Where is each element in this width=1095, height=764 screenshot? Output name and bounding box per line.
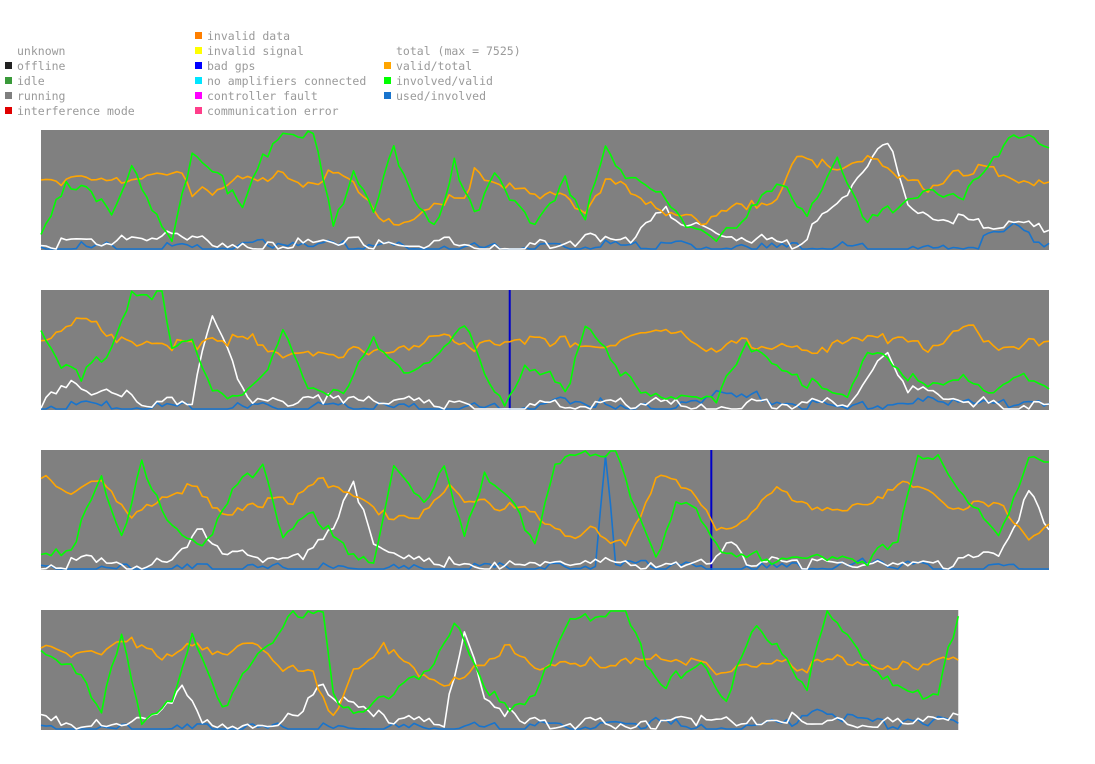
total-line	[40, 631, 959, 730]
legend-item-unknown: unknown	[5, 44, 65, 59]
legend-swatch-controller-fault	[195, 92, 202, 99]
legend-item-offline: offline	[5, 59, 65, 74]
legend-swatch-total	[384, 47, 391, 54]
legend-label: invalid data	[207, 29, 291, 43]
running-status-band	[41, 130, 1049, 250]
legend-swatch-interference	[5, 107, 12, 114]
legend-swatch-no-amplifiers	[195, 77, 202, 84]
valid-total-line	[40, 636, 959, 717]
legend-label: running	[17, 89, 66, 103]
legend-label: unknown	[17, 44, 66, 58]
chart-panel-4	[40, 610, 960, 730]
legend-item-valid-total: valid/total	[384, 59, 472, 74]
chart-panel-2	[40, 290, 1050, 410]
legend-swatch-communication-error	[195, 107, 202, 114]
legend-label: idle	[17, 74, 45, 88]
legend-swatch-running	[5, 92, 12, 99]
used-involved-line	[40, 222, 1050, 250]
legend-item-invalid-signal: invalid signal	[195, 44, 304, 59]
legend-swatch-involved-valid	[384, 77, 391, 84]
legend-label: valid/total	[396, 59, 473, 73]
involved-valid-line	[40, 130, 1050, 243]
total-line	[40, 315, 1050, 410]
involved-valid-line	[40, 610, 960, 726]
legend-swatch-used-involved	[384, 92, 391, 99]
running-status-band	[41, 450, 1049, 570]
legend-label: communication error	[207, 104, 339, 118]
total-line	[40, 480, 1050, 570]
legend-swatch-offline	[5, 62, 12, 69]
legend-swatch-invalid-data	[195, 32, 202, 39]
legend-swatch-invalid-signal	[195, 47, 202, 54]
valid-total-line	[40, 317, 1050, 359]
legend-item-communication-error: communication error	[195, 104, 339, 119]
legend-label: interference mode	[17, 104, 135, 118]
used-involved-line	[40, 455, 1049, 570]
running-status-band	[41, 610, 959, 730]
legend-label: used/involved	[396, 89, 487, 103]
legend-swatch-unknown	[5, 47, 12, 54]
legend-item-controller-fault: controller fault	[195, 89, 318, 104]
legend-label: offline	[17, 59, 66, 73]
legend-label: no amplifiers connected	[207, 74, 367, 88]
legend-item-used-involved: used/involved	[384, 89, 486, 104]
legend-item-total: total (max = 7525)	[384, 44, 521, 59]
legend-swatch-idle	[5, 77, 12, 84]
valid-total-line	[40, 154, 1050, 226]
involved-valid-line	[40, 450, 1050, 567]
involved-valid-line	[40, 290, 1050, 407]
legend-label: invalid signal	[207, 44, 304, 58]
legend-label: controller fault	[207, 89, 318, 103]
legend-item-bad-gps: bad gps	[195, 59, 255, 74]
legend-label: total (max = 7525)	[396, 44, 521, 58]
chart-panel-1	[40, 130, 1050, 250]
chart-panel-3	[40, 450, 1050, 570]
used-involved-line	[40, 708, 959, 730]
legend-item-interference: interference mode	[5, 104, 135, 119]
total-line	[40, 142, 1050, 250]
legend-label: bad gps	[207, 59, 256, 73]
legend-swatch-bad-gps	[195, 62, 202, 69]
legend-item-involved-valid: involved/valid	[384, 74, 493, 89]
legend-swatch-valid-total	[384, 62, 391, 69]
legend-item-no-amplifiers: no amplifiers connected	[195, 74, 366, 89]
legend-item-idle: idle	[5, 74, 45, 89]
legend-item-running: running	[5, 89, 65, 104]
used-involved-line	[41, 389, 1050, 410]
legend-label: involved/valid	[396, 74, 493, 88]
legend-item-invalid-data: invalid data	[195, 29, 290, 44]
valid-total-line	[40, 474, 1050, 547]
running-status-band	[41, 290, 1049, 410]
